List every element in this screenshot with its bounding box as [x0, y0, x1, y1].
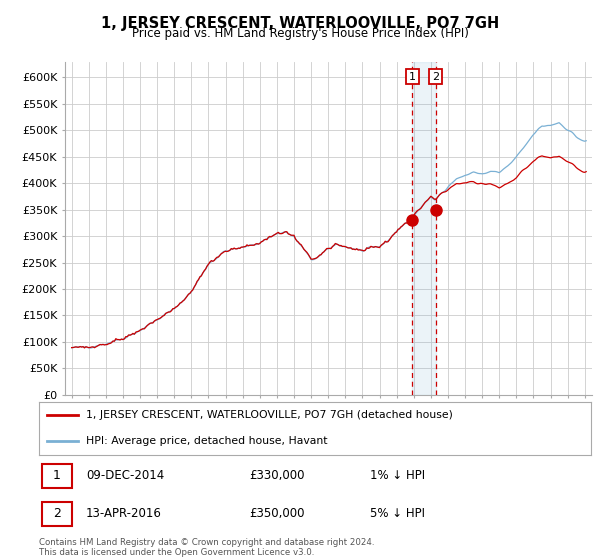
Text: 09-DEC-2014: 09-DEC-2014	[86, 469, 164, 482]
Text: 2: 2	[432, 72, 439, 82]
Text: 5% ↓ HPI: 5% ↓ HPI	[370, 507, 425, 520]
Text: 1, JERSEY CRESCENT, WATERLOOVILLE, PO7 7GH (detached house): 1, JERSEY CRESCENT, WATERLOOVILLE, PO7 7…	[86, 410, 453, 420]
Text: £330,000: £330,000	[249, 469, 304, 482]
Text: Price paid vs. HM Land Registry's House Price Index (HPI): Price paid vs. HM Land Registry's House …	[131, 27, 469, 40]
Text: 2: 2	[53, 507, 61, 520]
FancyBboxPatch shape	[42, 502, 72, 526]
Text: 13-APR-2016: 13-APR-2016	[86, 507, 162, 520]
FancyBboxPatch shape	[42, 464, 72, 488]
Text: Contains HM Land Registry data © Crown copyright and database right 2024.
This d: Contains HM Land Registry data © Crown c…	[39, 538, 374, 557]
Text: 1% ↓ HPI: 1% ↓ HPI	[370, 469, 425, 482]
Text: 1: 1	[53, 469, 61, 482]
Text: 1, JERSEY CRESCENT, WATERLOOVILLE, PO7 7GH: 1, JERSEY CRESCENT, WATERLOOVILLE, PO7 7…	[101, 16, 499, 31]
Text: 1: 1	[409, 72, 416, 82]
Text: HPI: Average price, detached house, Havant: HPI: Average price, detached house, Hava…	[86, 436, 328, 446]
Bar	[412, 62, 436, 395]
Text: £350,000: £350,000	[249, 507, 304, 520]
